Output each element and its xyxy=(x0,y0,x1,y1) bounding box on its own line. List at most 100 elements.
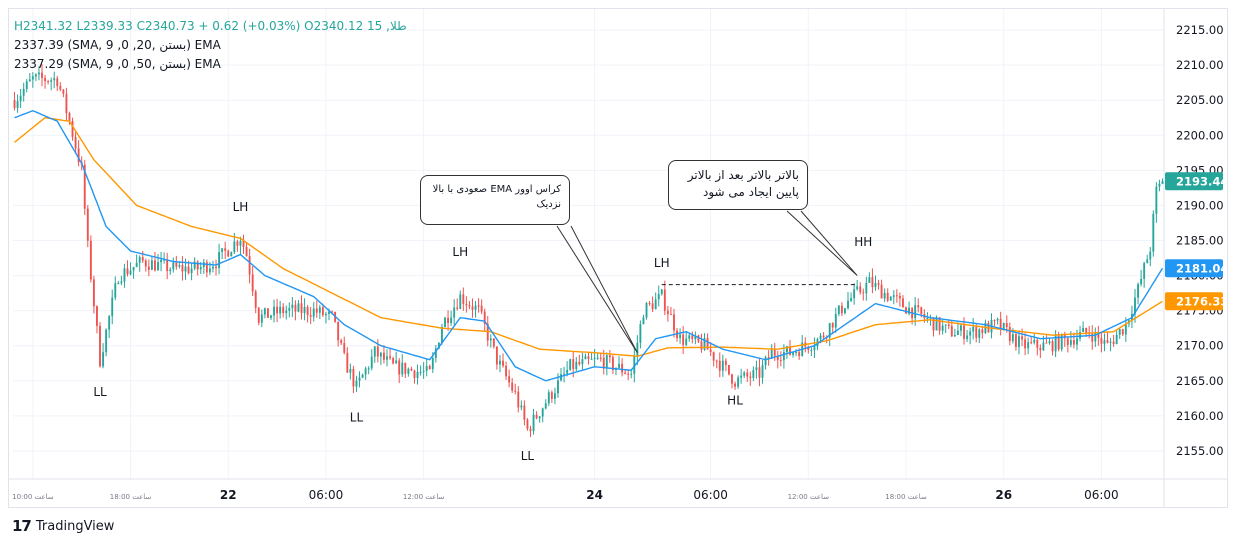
candle-body xyxy=(969,331,972,336)
candle-body xyxy=(453,307,456,318)
candle-body xyxy=(276,306,279,314)
candle-body xyxy=(266,308,269,318)
candle-body xyxy=(1072,340,1075,345)
candle-body xyxy=(233,241,236,253)
candle-body xyxy=(789,346,791,355)
candle-body xyxy=(1152,213,1155,252)
candle-body xyxy=(425,366,428,371)
candle-body xyxy=(550,392,553,399)
candle-body xyxy=(181,265,184,272)
candle-body xyxy=(187,266,190,274)
candle-body xyxy=(392,358,395,364)
candle-body xyxy=(361,374,364,378)
candle-body xyxy=(59,85,62,90)
candle-body xyxy=(557,380,559,394)
candle-body xyxy=(444,317,446,327)
candle-body xyxy=(691,335,694,340)
price-tick-label: 2170.00 xyxy=(1176,339,1224,353)
pivot-label: HL xyxy=(727,394,743,408)
candle-body xyxy=(892,295,895,297)
candle-body xyxy=(630,373,633,375)
candle-body xyxy=(810,349,813,351)
candle-body xyxy=(938,317,941,331)
candle-body xyxy=(367,368,370,370)
candle-body xyxy=(239,240,242,246)
candle-body xyxy=(999,318,1002,330)
price-badge-label: 2181.04 xyxy=(1176,261,1227,275)
candle-body xyxy=(456,307,459,309)
candle-body xyxy=(880,284,883,299)
candle-body xyxy=(16,101,19,108)
price-badge-label: 2176.33 xyxy=(1176,294,1227,308)
candle-body xyxy=(297,303,300,312)
candle-body xyxy=(1027,342,1030,349)
price-tick-label: 2215.00 xyxy=(1176,23,1224,37)
price-tick-label: 2200.00 xyxy=(1176,128,1224,142)
candle-body xyxy=(349,368,352,373)
candle-body xyxy=(715,360,718,362)
candle-body xyxy=(679,334,682,339)
candle-body xyxy=(1018,336,1020,347)
candle-body xyxy=(379,352,382,357)
candle-body xyxy=(1082,328,1085,332)
ema50-legend: 2337.29 (SMA, 9 ,0 ,بستن ,50) EMA xyxy=(14,57,221,71)
candle-body xyxy=(447,317,450,324)
candle-body xyxy=(129,270,132,275)
candle-body xyxy=(529,428,532,432)
candle-body xyxy=(544,403,547,409)
candle-body xyxy=(218,252,221,269)
candle-body xyxy=(966,335,969,339)
candle-body xyxy=(834,313,837,328)
callout-pointer xyxy=(786,210,858,276)
candle-body xyxy=(819,335,822,340)
time-tick-label: 06:00 xyxy=(309,488,344,502)
candle-body xyxy=(1054,335,1057,352)
pivot-label: LH xyxy=(654,256,670,270)
candle-body xyxy=(83,164,86,209)
candle-body xyxy=(13,100,16,108)
candle-body xyxy=(663,289,666,311)
candle-body xyxy=(248,256,251,275)
candle-body xyxy=(847,300,849,309)
candle-body xyxy=(1149,251,1152,260)
candle-body xyxy=(324,313,327,316)
candle-body xyxy=(786,346,788,352)
candle-body xyxy=(697,335,700,342)
candle-body xyxy=(718,360,721,371)
candle-body xyxy=(721,360,724,371)
candle-body xyxy=(1109,341,1112,343)
candle-body xyxy=(517,391,520,408)
candle-body xyxy=(737,377,740,387)
candle-body xyxy=(1091,333,1094,342)
candle-body xyxy=(1048,341,1051,344)
candle-body xyxy=(1161,181,1164,184)
candle-body xyxy=(44,77,47,82)
candle-body xyxy=(169,269,172,272)
candle-body xyxy=(499,360,501,365)
candle-body xyxy=(1002,322,1005,330)
tradingview-footer[interactable]: 17 TradingView xyxy=(12,517,114,535)
candle-body xyxy=(865,283,868,294)
price-badge xyxy=(1165,172,1223,191)
candle-body xyxy=(422,370,425,372)
candle-body xyxy=(547,392,550,404)
candle-body xyxy=(764,357,767,366)
candle-body xyxy=(511,382,514,391)
candle-body xyxy=(1057,335,1060,350)
candle-body xyxy=(236,241,239,246)
candle-body xyxy=(154,260,156,271)
candle-body xyxy=(428,366,431,370)
candle-body xyxy=(309,315,312,317)
candle-body xyxy=(431,358,434,370)
candle-body xyxy=(273,306,275,316)
candle-body xyxy=(434,348,437,359)
candle-body xyxy=(648,303,651,305)
candle-body xyxy=(853,289,856,299)
candle-body xyxy=(898,296,901,299)
candle-body xyxy=(468,305,471,307)
candle-body xyxy=(99,325,101,367)
candle-body xyxy=(877,283,880,285)
candle-body xyxy=(1146,259,1149,264)
candle-body xyxy=(798,351,801,357)
candle-body xyxy=(599,357,602,359)
